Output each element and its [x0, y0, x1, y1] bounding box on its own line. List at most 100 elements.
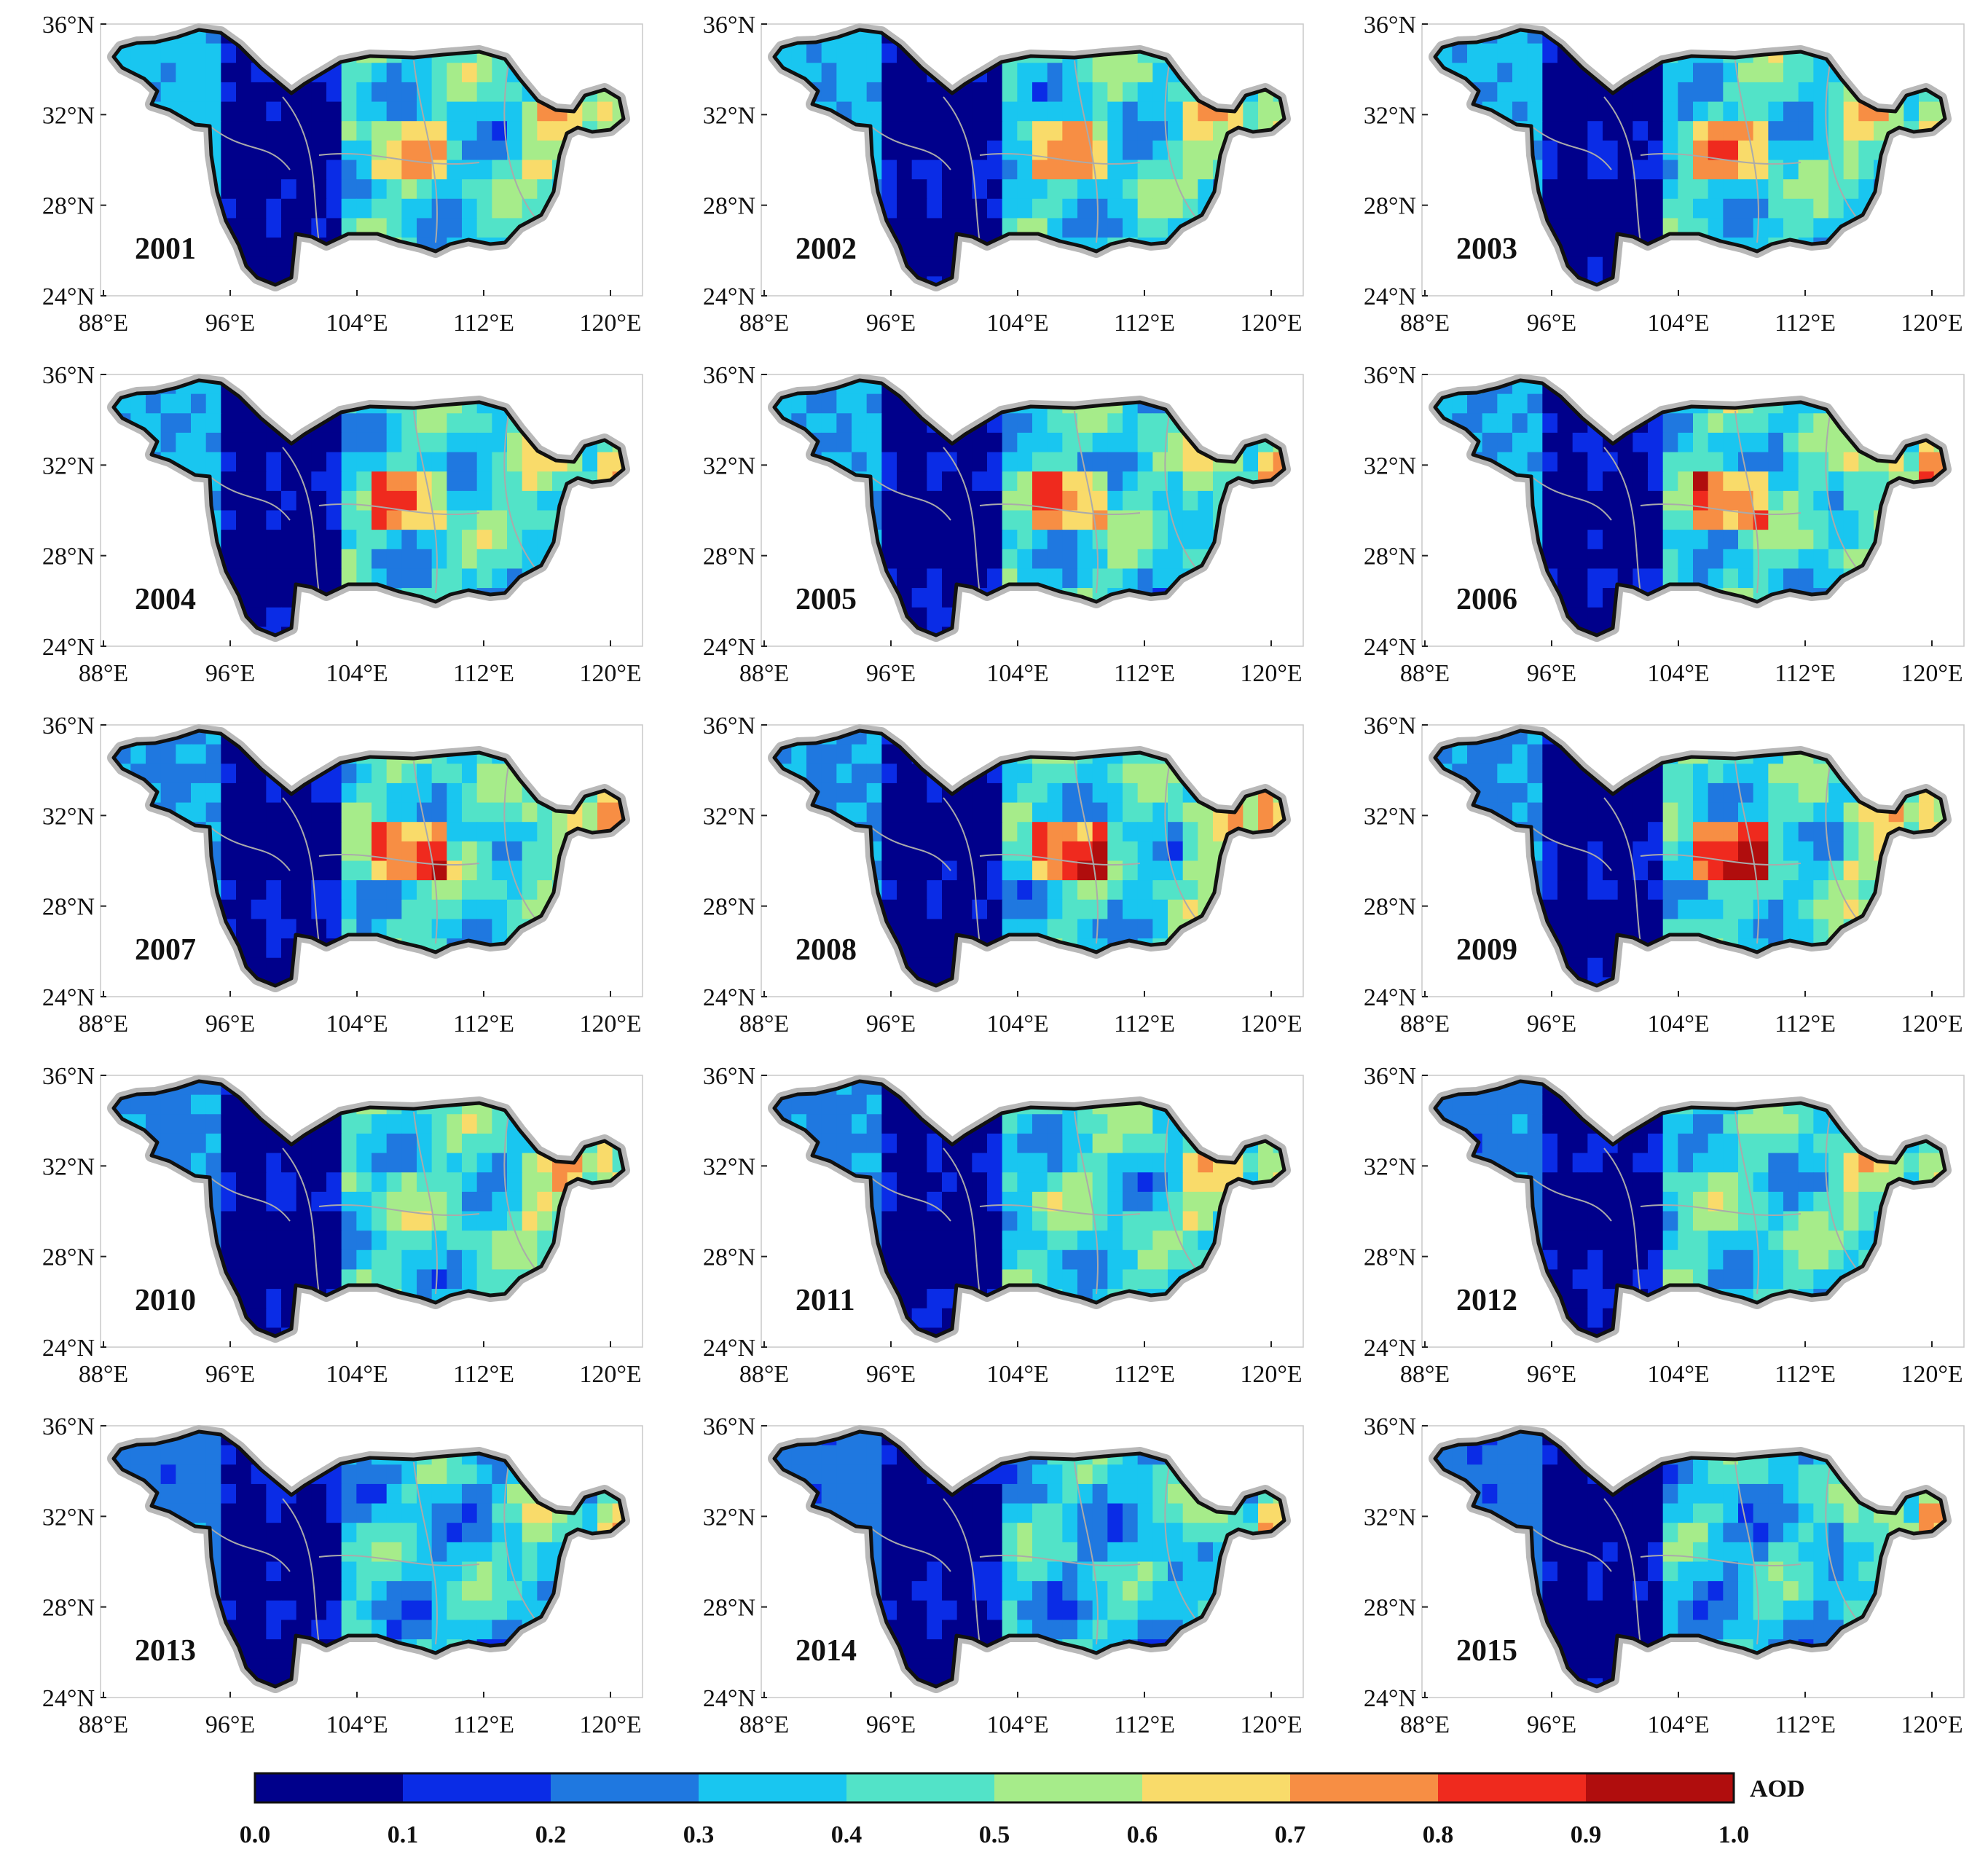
lat-tick-label: 28°N: [703, 544, 755, 570]
year-label: 2004: [135, 583, 196, 616]
lon-tick-label: 88°E: [739, 1361, 789, 1388]
lon-tick-label: 120°E: [1901, 1711, 1963, 1738]
map-panel-2005: 2005 36°N 32°N 28°N 24°N88°E 96°E 104°E 112°E 12…: [703, 362, 1304, 687]
lat-tick-label: 36°N: [703, 713, 755, 739]
lon-tick-label: 112°E: [1114, 1361, 1175, 1388]
lon-tick-label: 112°E: [1775, 1711, 1836, 1738]
map-panel-2008: 2008 36°N 32°N 28°N 24°N88°E 96°E 104°E 112°E 12…: [703, 713, 1304, 1037]
colorbar-segment: [1586, 1773, 1734, 1802]
basin-boundary: [1433, 378, 1947, 637]
lon-tick-label: 96°E: [866, 1011, 916, 1037]
lon-tick-label: 104°E: [1647, 310, 1709, 337]
lon-tick-label: 96°E: [1527, 1711, 1576, 1738]
basin-boundary: [111, 729, 626, 988]
lon-tick-label: 120°E: [579, 660, 641, 687]
basin-boundary: [111, 378, 626, 637]
lat-tick-label: 36°N: [42, 713, 95, 739]
lat-tick-label: 32°N: [42, 452, 95, 479]
lon-tick-label: 88°E: [739, 1011, 789, 1037]
year-label: 2013: [135, 1634, 196, 1668]
year-label: 2009: [1456, 933, 1517, 967]
lat-tick-label: 24°N: [1364, 984, 1416, 1011]
year-label: 2003: [1456, 232, 1517, 266]
lon-tick-label: 104°E: [326, 1711, 388, 1738]
lat-tick-label: 24°N: [703, 1685, 755, 1712]
map-panel-2014: 2014 36°N 32°N 28°N 24°N88°E 96°E 104°E 112°E 12…: [703, 1413, 1304, 1738]
lon-tick-label: 88°E: [1400, 660, 1450, 687]
colorbar-segment: [403, 1773, 551, 1802]
lon-tick-label: 88°E: [739, 310, 789, 337]
year-label: 2002: [795, 232, 857, 266]
lat-tick-label: 28°N: [1364, 1244, 1416, 1271]
lat-tick-label: 36°N: [703, 1063, 755, 1090]
lat-tick-label: 36°N: [1364, 12, 1416, 39]
lon-tick-label: 88°E: [79, 1361, 128, 1388]
map-panel-2009: 2009 36°N 32°N 28°N 24°N88°E 96°E 104°E 112°E 12…: [1364, 713, 1965, 1037]
colorbar-tick-label: 0.1: [388, 1821, 419, 1848]
lat-tick-label: 24°N: [1364, 634, 1416, 661]
basin-boundary: [772, 729, 1286, 988]
lat-tick-label: 28°N: [42, 1244, 95, 1271]
lon-tick-label: 96°E: [205, 660, 255, 687]
basin-boundary: [1433, 1079, 1947, 1338]
lon-tick-label: 88°E: [1400, 1711, 1450, 1738]
lon-tick-label: 88°E: [1400, 1011, 1450, 1037]
lat-tick-label: 36°N: [703, 362, 755, 389]
map-panel-2006: 2006 36°N 32°N 28°N 24°N88°E 96°E 104°E 112°E 12…: [1364, 362, 1965, 687]
map-panel-2004: 2004 36°N 32°N 28°N 24°N88°E 96°E 104°E 112°E 12…: [42, 362, 643, 687]
lat-tick-label: 32°N: [1364, 1153, 1416, 1180]
lon-tick-label: 96°E: [205, 1011, 255, 1037]
lon-tick-label: 112°E: [1114, 1711, 1175, 1738]
colorbar-tick-label: 1.0: [1718, 1821, 1750, 1848]
lat-tick-label: 32°N: [703, 803, 755, 830]
lat-tick-label: 32°N: [703, 1153, 755, 1180]
lat-tick-label: 32°N: [1364, 1504, 1416, 1531]
lat-tick-label: 24°N: [1364, 1685, 1416, 1712]
basin-boundary: [111, 1429, 626, 1689]
lat-tick-label: 28°N: [703, 1244, 755, 1271]
colorbar-tick-label: 0.9: [1571, 1821, 1602, 1848]
lon-tick-label: 104°E: [986, 1011, 1048, 1037]
lat-tick-label: 24°N: [42, 1335, 95, 1362]
lat-tick-label: 28°N: [1364, 193, 1416, 220]
lon-tick-label: 112°E: [1775, 1361, 1836, 1388]
lon-tick-label: 112°E: [1775, 1011, 1836, 1037]
year-label: 2012: [1456, 1284, 1517, 1317]
lon-tick-label: 96°E: [1527, 660, 1576, 687]
year-label: 2011: [795, 1284, 855, 1317]
colorbar-tick-label: 0.2: [535, 1821, 567, 1848]
year-label: 2001: [135, 232, 196, 266]
lon-tick-label: 96°E: [866, 660, 916, 687]
colorbar-segment: [994, 1773, 1143, 1802]
lat-tick-label: 28°N: [42, 193, 95, 220]
lon-tick-label: 104°E: [1647, 1011, 1709, 1037]
lat-tick-label: 36°N: [42, 1063, 95, 1090]
lon-tick-label: 88°E: [739, 1711, 789, 1738]
colorbar-tick-label: 0.0: [240, 1821, 271, 1848]
lon-tick-label: 96°E: [1527, 1011, 1576, 1037]
lon-tick-label: 112°E: [453, 310, 514, 337]
lat-tick-label: 32°N: [42, 102, 95, 129]
lon-tick-label: 96°E: [866, 1361, 916, 1388]
colorbar-segment: [1290, 1773, 1439, 1802]
lat-tick-label: 28°N: [703, 894, 755, 921]
lon-tick-label: 104°E: [986, 1361, 1048, 1388]
lon-tick-label: 104°E: [326, 310, 388, 337]
lon-tick-label: 112°E: [1775, 310, 1836, 337]
year-label: 2005: [795, 583, 857, 616]
lat-tick-label: 32°N: [703, 452, 755, 479]
lat-tick-label: 28°N: [703, 1595, 755, 1622]
lat-tick-label: 36°N: [703, 1413, 755, 1440]
lon-tick-label: 112°E: [453, 660, 514, 687]
lon-tick-label: 120°E: [579, 310, 641, 337]
lat-tick-label: 28°N: [42, 544, 95, 570]
year-label: 2007: [135, 933, 196, 967]
lat-tick-label: 32°N: [42, 1153, 95, 1180]
lon-tick-label: 120°E: [1901, 1011, 1963, 1037]
lat-tick-label: 36°N: [1364, 713, 1416, 739]
colorbar-segment: [1142, 1773, 1291, 1802]
lon-tick-label: 104°E: [326, 660, 388, 687]
lon-tick-label: 104°E: [326, 1011, 388, 1037]
lat-tick-label: 28°N: [1364, 894, 1416, 921]
lon-tick-label: 120°E: [1901, 310, 1963, 337]
